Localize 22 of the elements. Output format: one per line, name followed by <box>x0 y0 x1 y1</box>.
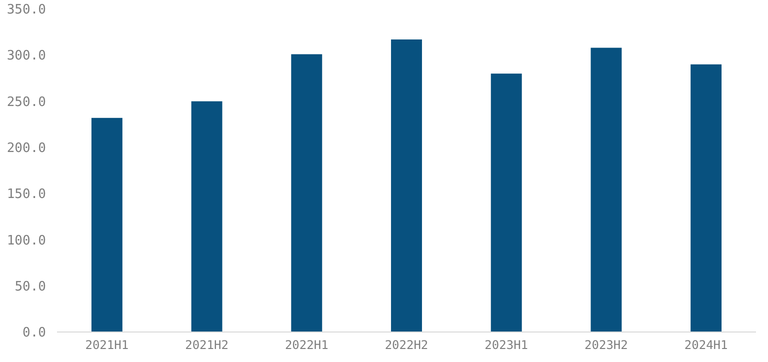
y-tick-label: 300.0 <box>6 48 46 64</box>
y-tick-label: 200.0 <box>6 140 46 156</box>
bar <box>391 39 422 332</box>
bar <box>590 48 622 332</box>
bar <box>191 101 222 332</box>
bar <box>690 64 722 332</box>
x-tick-label: 2023H2 <box>584 338 628 352</box>
bar <box>91 118 122 332</box>
y-tick-label: 150.0 <box>6 187 46 202</box>
y-tick-label: 250.0 <box>6 94 46 110</box>
y-tick-label: 0.0 <box>22 326 46 341</box>
y-tick-label: 350.0 <box>6 2 46 18</box>
x-tick-label: 2021H1 <box>85 338 129 352</box>
x-tick-label: 2023H1 <box>484 338 528 352</box>
x-tick-label: 2022H1 <box>284 338 328 352</box>
bar <box>490 74 522 332</box>
y-tick-label: 100.0 <box>6 233 46 248</box>
x-tick-label: 2024H1 <box>684 338 728 352</box>
x-tick-label: 2021H2 <box>185 338 228 352</box>
y-tick-label: 50.0 <box>14 279 46 294</box>
bar <box>291 54 322 332</box>
x-tick-label: 2022H2 <box>384 338 428 352</box>
